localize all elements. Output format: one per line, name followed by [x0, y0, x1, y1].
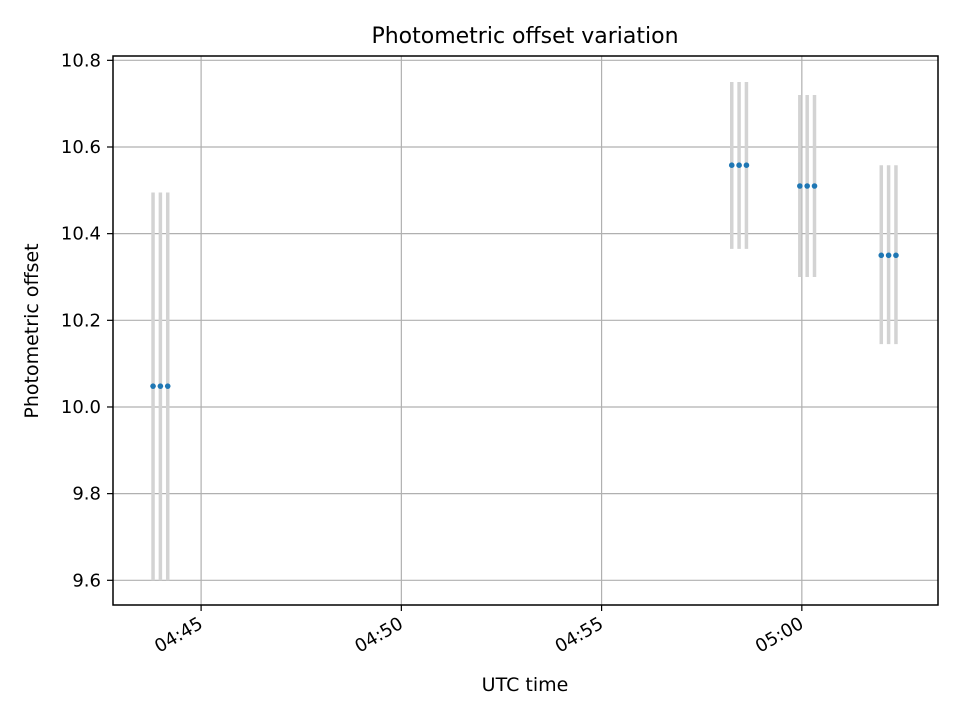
data-point — [164, 383, 171, 389]
chart-title: Photometric offset variation — [371, 24, 678, 49]
y-tick-label: 9.8 — [72, 484, 101, 505]
y-axis-label: Photometric offset — [21, 243, 43, 418]
y-tick-label: 10.4 — [61, 224, 101, 245]
data-point — [893, 252, 899, 259]
data-point — [736, 162, 742, 168]
data-points — [150, 162, 899, 389]
data-point — [804, 183, 810, 189]
x-axis-label: UTC time — [482, 674, 569, 696]
y-tick-label: 10.8 — [61, 50, 101, 71]
y-tick-label: 10.2 — [61, 310, 101, 331]
data-point — [885, 252, 892, 259]
y-tick-label: 9.6 — [72, 570, 101, 591]
data-point — [797, 183, 803, 189]
data-point — [728, 162, 735, 168]
data-point — [878, 252, 885, 259]
y-tick-label: 10.0 — [61, 397, 101, 418]
plot-frame — [112, 55, 939, 606]
data-point — [811, 183, 818, 189]
data-point — [150, 383, 156, 389]
y-tick-label: 10.6 — [61, 137, 101, 158]
data-point — [157, 383, 164, 389]
data-point — [743, 162, 750, 168]
